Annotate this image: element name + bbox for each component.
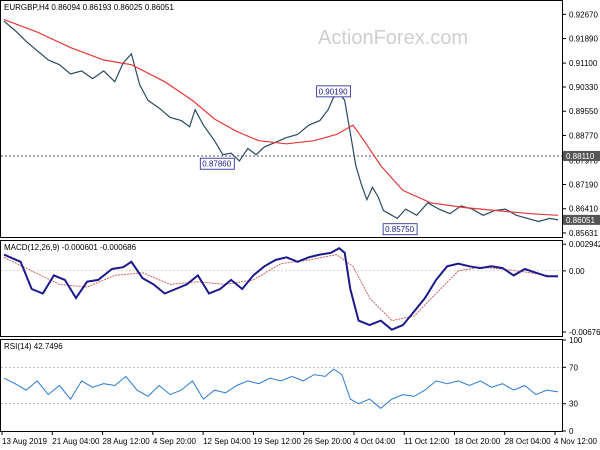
price-tick-label: 0.91890 — [569, 35, 598, 44]
price-tick-label: 0.88770 — [569, 131, 598, 140]
price-panel — [0, 0, 563, 238]
rsi-label: RSI(14) 42.7496 — [4, 342, 63, 351]
x-tick-label: 4 Nov 12:00 — [554, 437, 598, 446]
price-line — [3, 20, 559, 223]
price-tick-label: 0.91100 — [569, 59, 598, 68]
current-price-badge-bg — [563, 214, 600, 225]
x-tick-label: 4 Sep 20:00 — [153, 437, 197, 446]
macd-signal-line — [3, 254, 559, 322]
moving-average-line — [3, 19, 559, 216]
x-tick-label: 19 Sep 12:00 — [253, 437, 301, 446]
price-tick-label: 0.86410 — [569, 205, 598, 214]
level-badge-bg — [563, 150, 600, 161]
annotation-box — [316, 85, 352, 98]
price-tick-label: 0.90330 — [569, 83, 598, 92]
x-tick-label: 12 Sep 04:00 — [203, 437, 251, 446]
price-tick-label: 0.89550 — [569, 107, 598, 116]
rsi-line — [3, 368, 559, 409]
annotation-label: 0.90190 — [319, 87, 348, 96]
macd-label: MACD(12,26,9) -0.000601 -0.000686 — [4, 243, 137, 252]
x-tick-label: 4 Oct 04:00 — [354, 437, 396, 446]
symbol-header: EURGBP,H4 0.86094 0.86193 0.86025 0.8605… — [4, 3, 174, 12]
annotation-box — [199, 157, 235, 170]
x-tick-label: 28 Oct 04:00 — [505, 437, 551, 446]
rsi-tick-label: 30 — [569, 400, 578, 409]
macd-main-line — [3, 246, 558, 331]
macd-tick-label: -0.006761 — [569, 328, 600, 337]
rsi-tick-label: 0 — [569, 427, 574, 436]
annotation-label: 0.87860 — [202, 160, 231, 169]
x-tick-label: 18 Oct 20:00 — [454, 437, 500, 446]
x-tick-label: 21 Aug 04:00 — [52, 437, 100, 446]
watermark: ActionForex.com — [318, 27, 468, 49]
price-tick-label: 0.87190 — [569, 181, 598, 190]
macd-tick-label: 0.002942 — [569, 240, 600, 249]
macd-tick-label: 0.00 — [569, 267, 585, 276]
current-price-badge: 0.86051 — [566, 216, 595, 225]
rsi-panel — [0, 339, 563, 432]
x-tick-label: 13 Aug 2019 — [2, 437, 47, 446]
rsi-tick-label: 70 — [569, 363, 578, 372]
x-tick-label: 26 Sep 20:00 — [304, 437, 352, 446]
x-tick-label: 28 Aug 12:00 — [103, 437, 151, 446]
annotation-label: 0.85750 — [385, 225, 414, 234]
rsi-tick-label: 100 — [569, 336, 583, 345]
price-tick-label: 0.92670 — [569, 10, 598, 19]
annotation-box — [382, 223, 418, 236]
macd-panel — [0, 240, 563, 337]
level-badge: 0.88110 — [566, 152, 595, 161]
price-tick-label: 0.85631 — [569, 229, 598, 238]
x-tick-label: 11 Oct 12:00 — [404, 437, 450, 446]
